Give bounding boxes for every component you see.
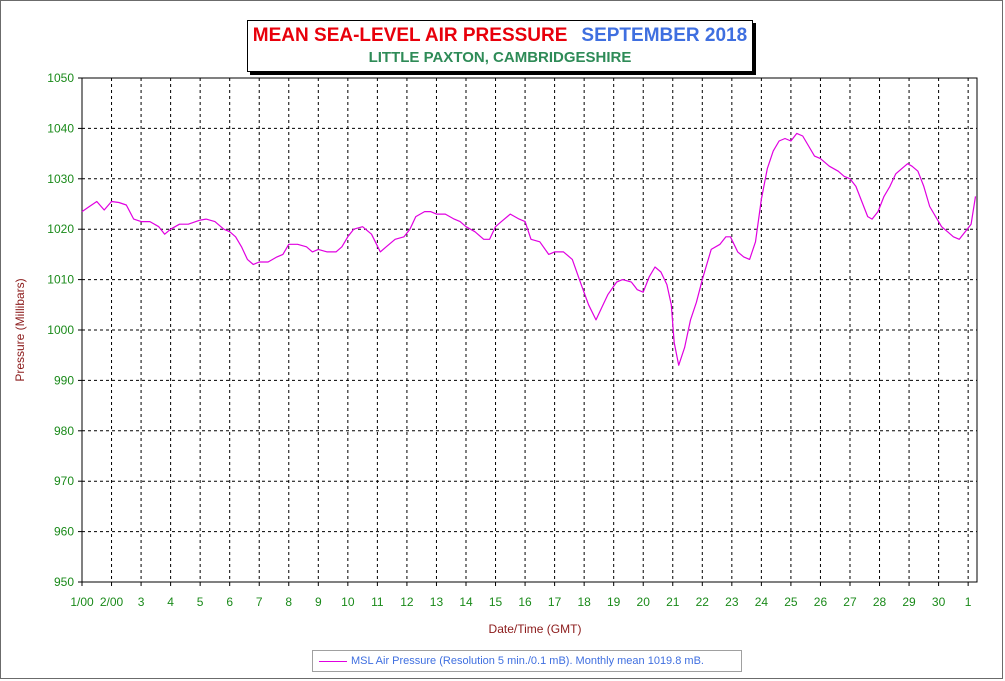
x-tick-label: 19: [607, 595, 621, 609]
x-tick-label: 12: [400, 595, 414, 609]
legend-swatch: [319, 660, 347, 662]
x-tick-label: 7: [256, 595, 263, 609]
y-tick-label: 970: [54, 474, 74, 488]
x-tick-label: 24: [755, 595, 769, 609]
x-tick-label: 13: [430, 595, 444, 609]
x-tick-label: 1/00: [70, 595, 94, 609]
x-tick-label: 29: [902, 595, 916, 609]
series-layer: [81, 132, 977, 366]
grid: [78, 77, 977, 586]
y-tick-label: 1010: [47, 273, 74, 287]
y-tick-label: 960: [54, 525, 74, 539]
x-tick-label: 17: [548, 595, 562, 609]
x-axis-label: Date/Time (GMT): [488, 622, 582, 636]
x-tick-label: 25: [784, 595, 798, 609]
x-tick-label: 8: [285, 595, 292, 609]
chart-title-box: MEAN SEA-LEVEL AIR PRESSURE SEPTEMBER 201…: [247, 20, 753, 72]
chart-period: SEPTEMBER 2018: [581, 25, 748, 46]
x-tick-label: 27: [843, 595, 857, 609]
y-tick-label: 1030: [47, 172, 74, 186]
y-tick-label: 1000: [47, 323, 74, 337]
x-tick-label: 10: [341, 595, 355, 609]
x-tick-label: 5: [197, 595, 204, 609]
x-tick-label: 26: [814, 595, 828, 609]
x-tick-label: 23: [725, 595, 739, 609]
y-tick-label: 1040: [47, 121, 74, 135]
y-tick-label: 1020: [47, 222, 74, 236]
x-tick-label: 18: [577, 595, 591, 609]
x-tick-label: 3: [138, 595, 145, 609]
x-tick-label: 15: [489, 595, 503, 609]
y-tick-label: 990: [54, 373, 74, 387]
y-tick-label: 1050: [47, 71, 74, 85]
legend-label: MSL Air Pressure (Resolution 5 min./0.1 …: [351, 655, 704, 667]
x-tick-label: 2/00: [100, 595, 124, 609]
chart-subtitle: LITTLE PAXTON, CAMBRIDGESHIRE: [368, 49, 632, 66]
chart-title: MEAN SEA-LEVEL AIR PRESSURE: [252, 25, 568, 46]
y-axis-label: Pressure (Millibars): [13, 278, 27, 382]
x-tick-label: 1: [965, 595, 972, 609]
x-tick-label: 11: [371, 595, 384, 609]
x-tick-label: 22: [696, 595, 710, 609]
x-tick-label: 6: [226, 595, 233, 609]
x-tick-label: 30: [932, 595, 946, 609]
x-tick-label: 20: [637, 595, 651, 609]
x-tick-label: 14: [459, 595, 473, 609]
legend: MSL Air Pressure (Resolution 5 min./0.1 …: [312, 650, 742, 672]
x-tick-label: 28: [873, 595, 887, 609]
y-tick-label: 980: [54, 424, 74, 438]
series-line-msl-pressure: [81, 132, 977, 366]
tick-labels: 9509609709809901000101010201030104010501…: [47, 71, 971, 609]
x-tick-label: 16: [518, 595, 532, 609]
x-tick-label: 9: [315, 595, 322, 609]
y-tick-label: 950: [54, 575, 74, 589]
x-tick-label: 21: [666, 595, 680, 609]
x-tick-label: 4: [167, 595, 174, 609]
